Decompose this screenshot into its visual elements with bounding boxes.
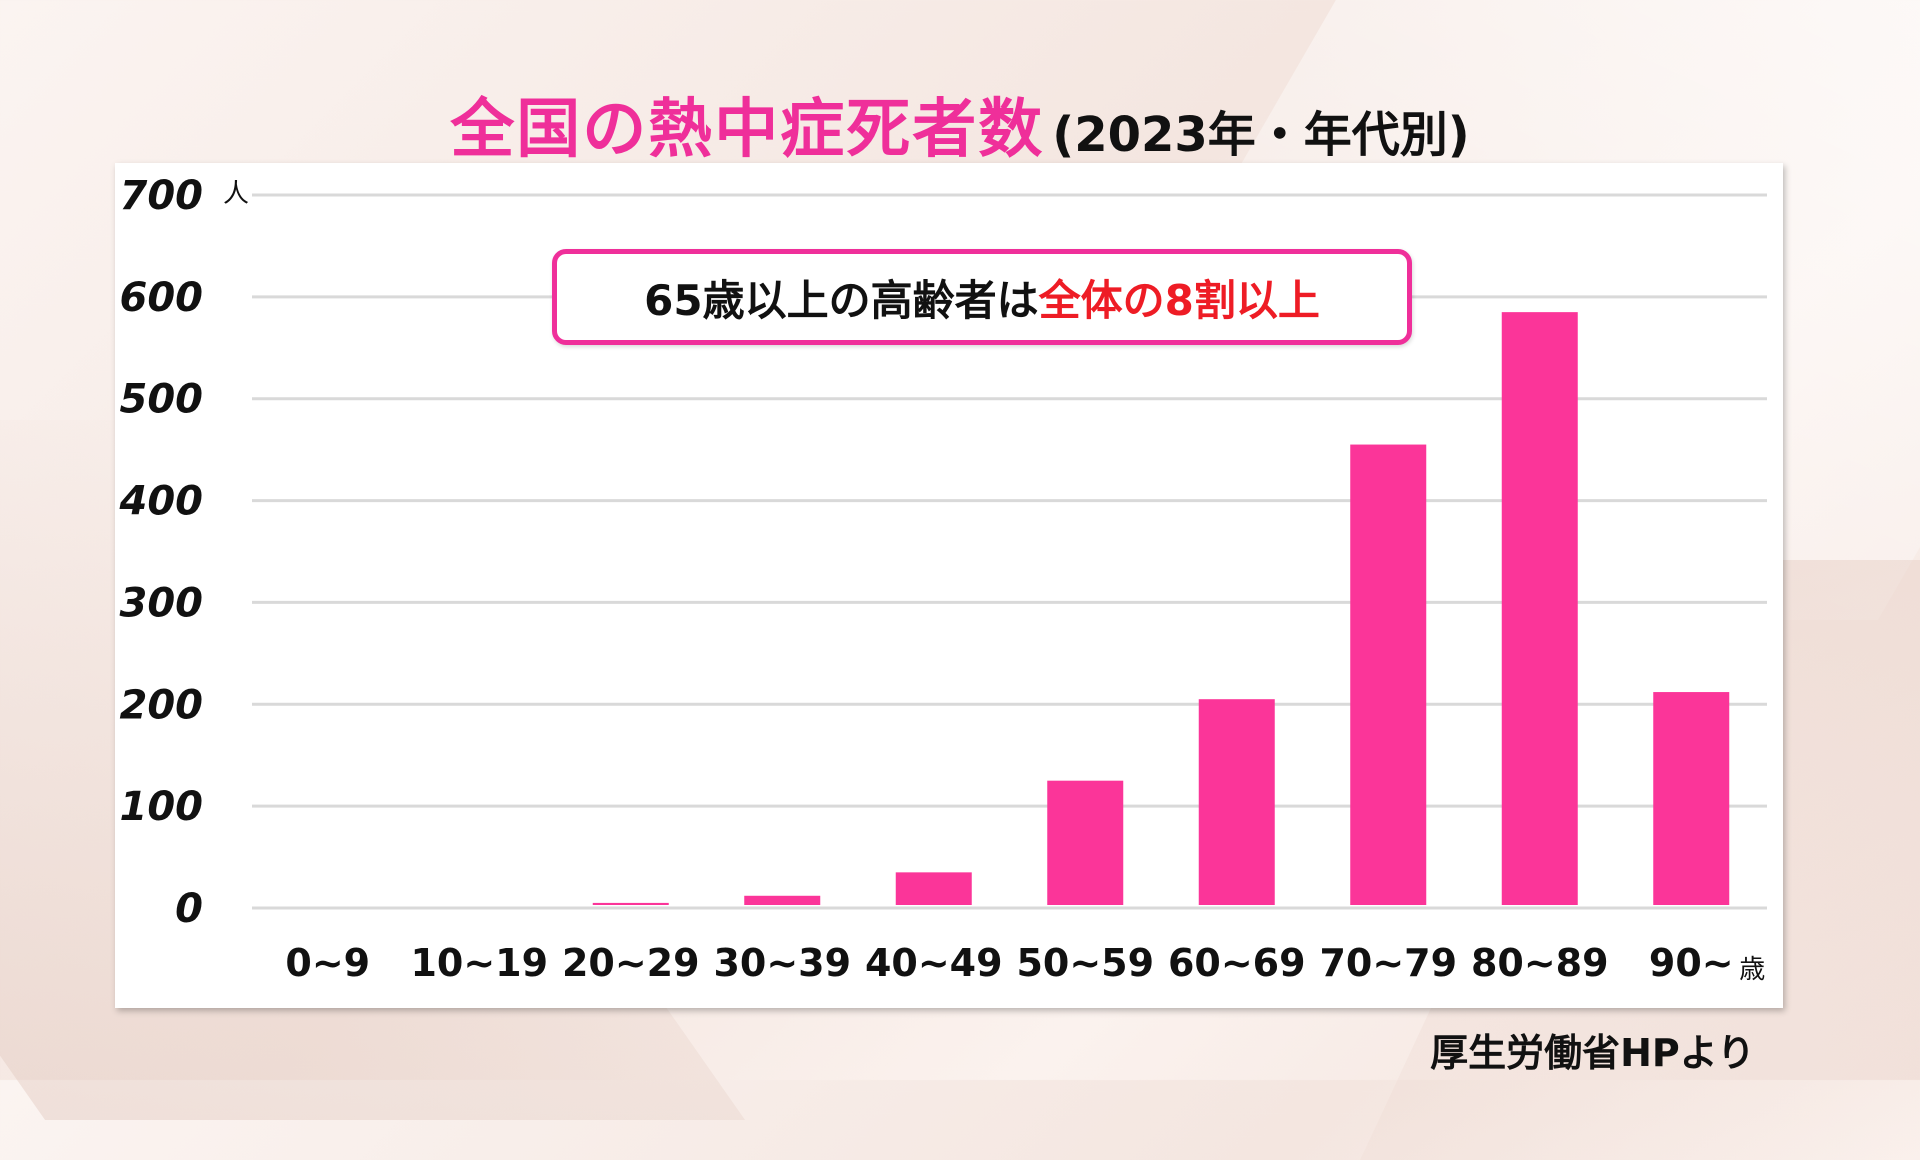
x-tick-label: 90~ [1649, 941, 1734, 985]
source-note: 厚生労働省HPより [1430, 1031, 1755, 1075]
y-tick-label: 700 [120, 173, 204, 219]
y-tick-label: 600 [120, 275, 204, 321]
x-tick-label: 70~79 [1319, 941, 1457, 985]
y-tick-label: 300 [120, 580, 204, 626]
bar-70~79 [1350, 444, 1427, 905]
callout-box: 65歳以上の高齢者は 全体の8割以上 [552, 249, 1412, 345]
x-tick-label: 20~29 [562, 941, 700, 985]
y-tick-label: 100 [120, 784, 204, 830]
x-tick-labels: 0~9 10~19 20~29 30~39 40~49 50~59 60~69 70~79 80… [285, 941, 1765, 985]
bar-40~49 [895, 872, 972, 905]
bar-20~29 [592, 902, 669, 905]
chart-title: 全国の熱中症死者数 (2023年・年代別) [0, 78, 1920, 170]
callout-highlight: 全体の8割以上 [1038, 275, 1320, 325]
x-tick-label: 0~9 [285, 941, 370, 985]
bar-90~ [1653, 692, 1730, 905]
y-tick-label: 0 [175, 886, 203, 932]
grid-lines [252, 193, 1767, 910]
y-tick-labels: 0 100 200 300 400 500 600 700 [119, 173, 204, 932]
chart-panel: 0 100 200 300 400 500 600 700 0~9 10~19 20~29 30~3… [115, 163, 1783, 1008]
bar-30~39 [744, 895, 821, 905]
callout-text: 65歳以上の高齢者は [644, 275, 1039, 325]
x-tick-label: 30~39 [713, 941, 851, 985]
bar-60~69 [1198, 699, 1275, 905]
y-tick-label: 400 [119, 479, 204, 525]
title-sub: (2023年・年代別) [1052, 107, 1470, 163]
x-tick-label: 80~89 [1471, 941, 1609, 985]
x-tick-label: 10~19 [410, 941, 548, 985]
y-tick-label: 500 [120, 377, 204, 423]
x-tick-label: 60~69 [1168, 941, 1306, 985]
x-tick-label: 50~59 [1016, 941, 1154, 985]
x-tick-label: 40~49 [865, 941, 1003, 985]
bar-50~59 [1047, 780, 1124, 905]
title-main: 全国の熱中症死者数 [450, 93, 1045, 167]
y-unit-label: 人 [223, 179, 249, 209]
bar-chart: 0 100 200 300 400 500 600 700 0~9 10~19 20~29 30~3… [119, 173, 1767, 985]
bar-80~89 [1501, 312, 1578, 905]
bars [592, 312, 1730, 905]
x-unit-label: 歳 [1739, 955, 1765, 985]
y-tick-label: 200 [120, 682, 204, 728]
